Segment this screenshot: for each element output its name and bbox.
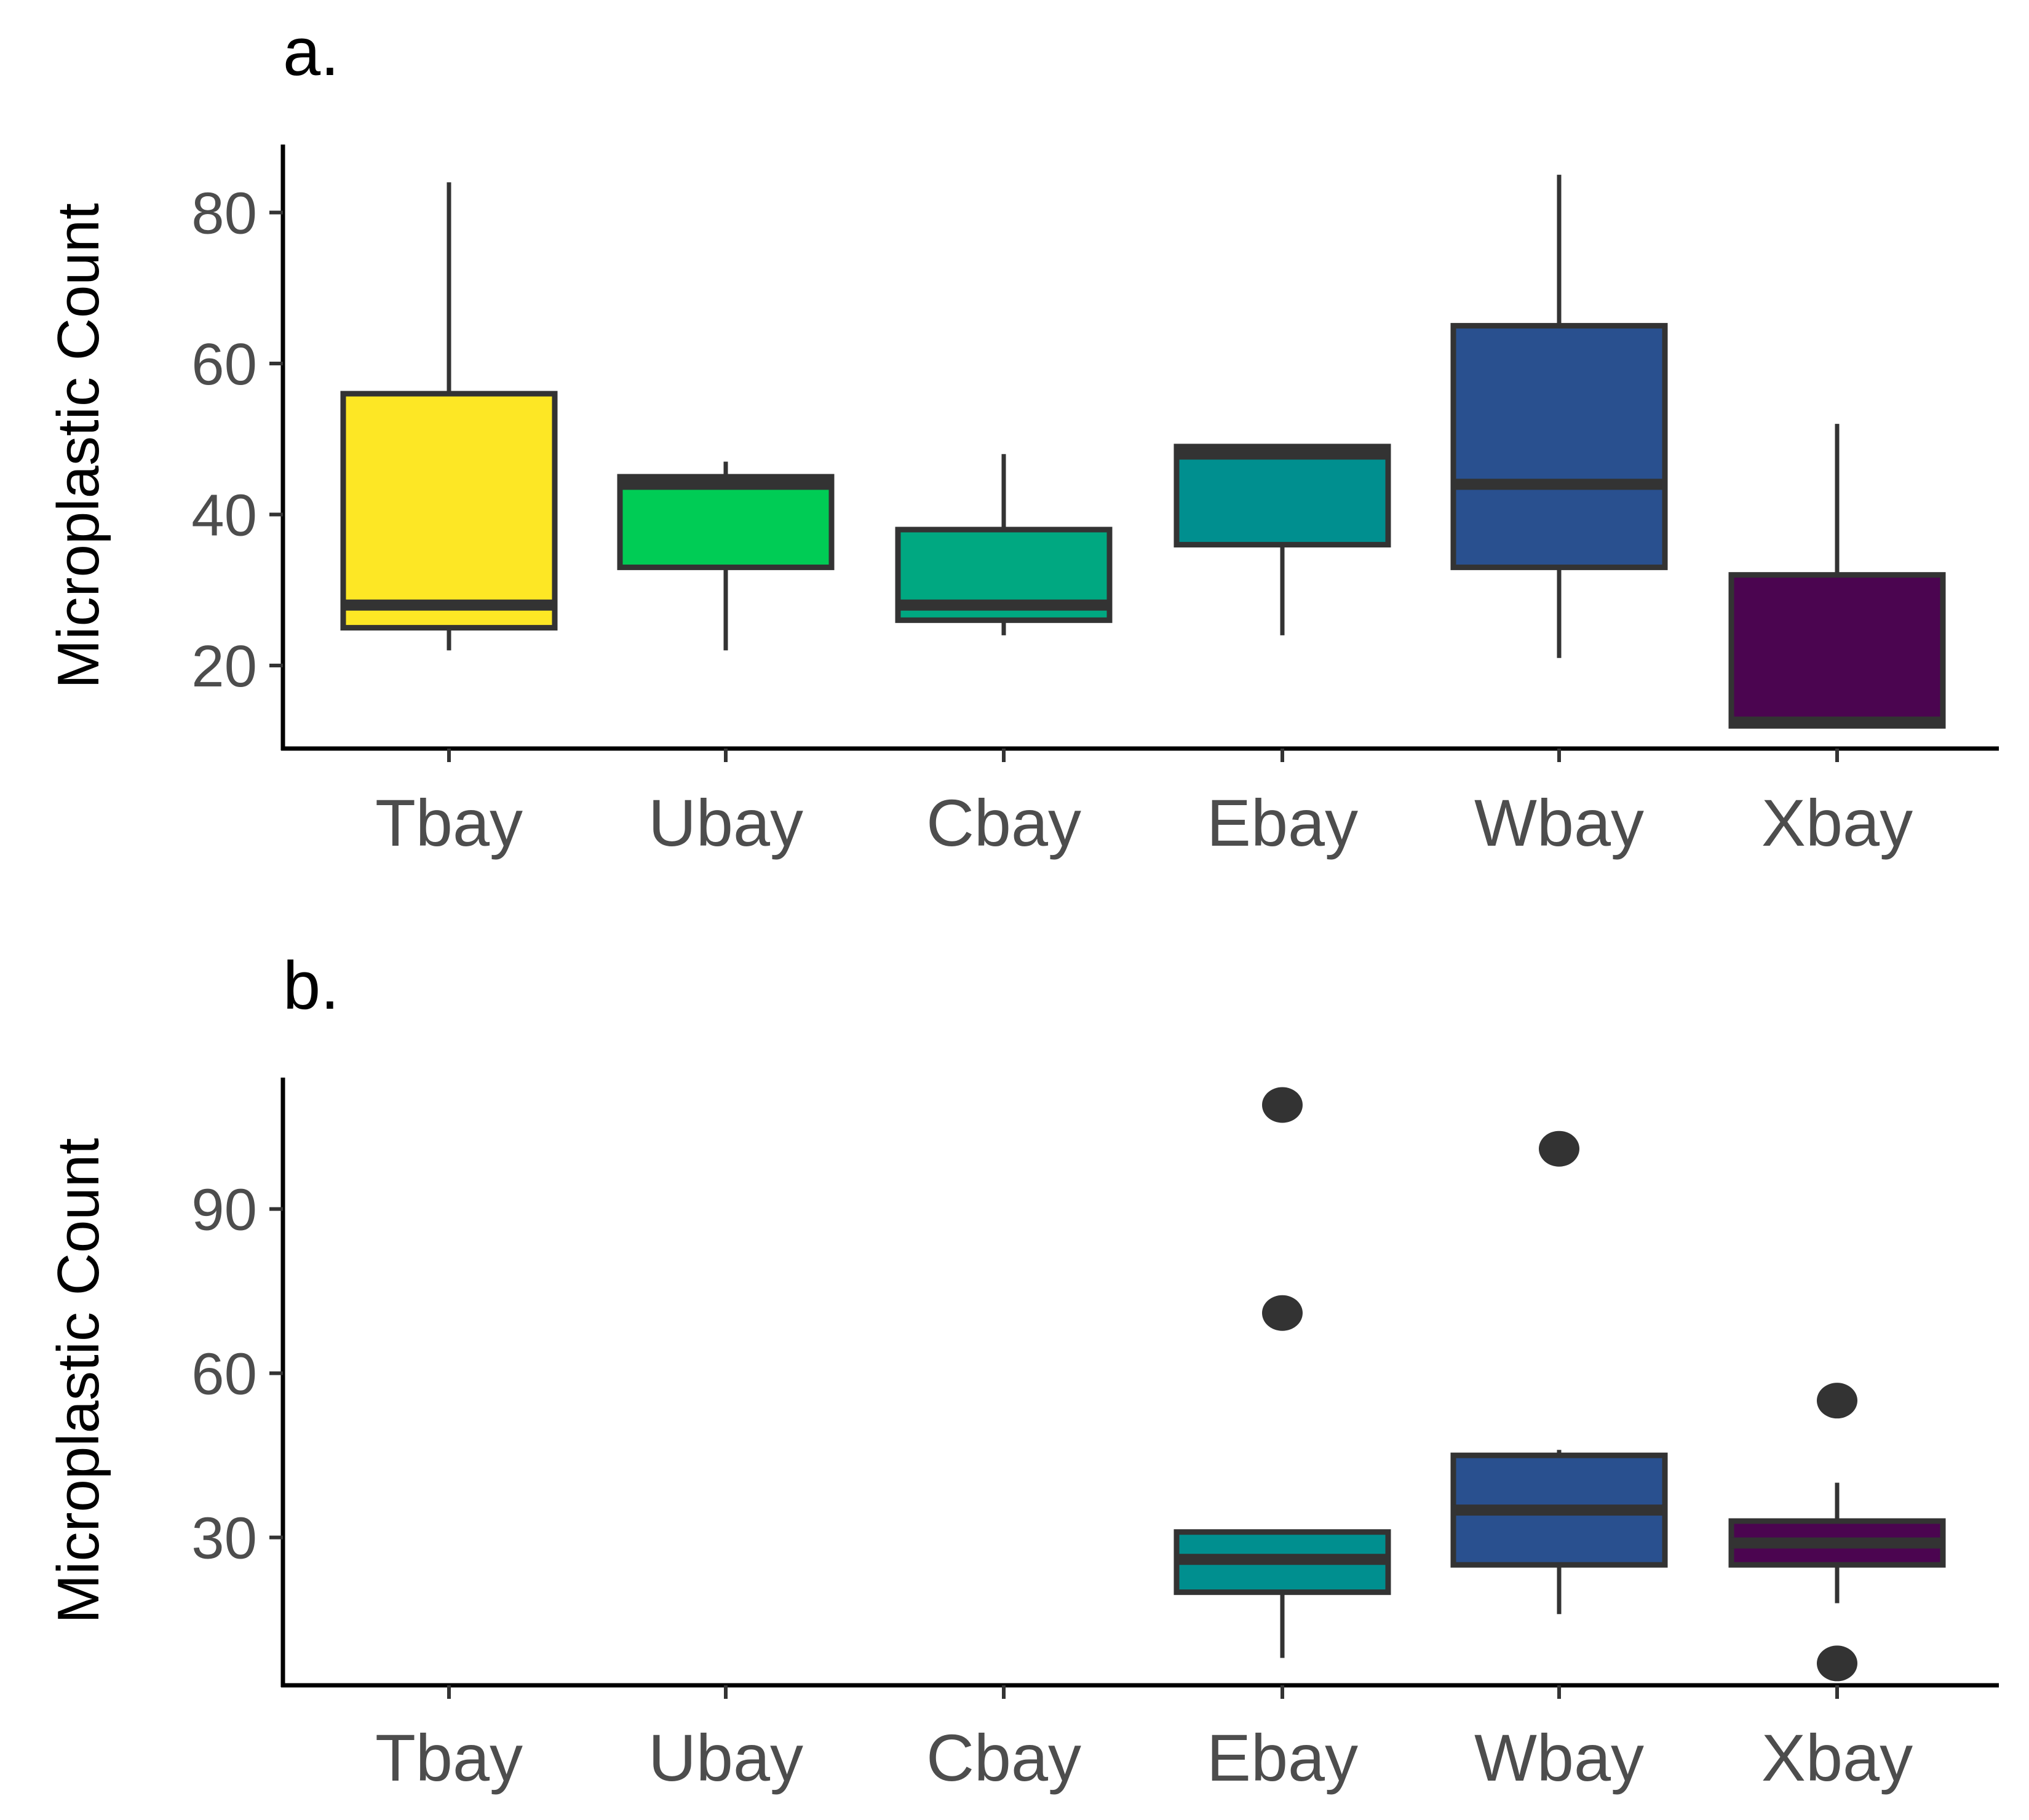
panel-b-box-ebay [1173,1087,1391,1658]
panel-a-box-tbay-iqr [340,391,558,631]
panel-a-box-wbay [1450,175,1668,658]
panel-b-plot-area: 30 60 90 Tbay Ubay Cbay Ebay Wbay Xbay [191,1078,1999,1795]
panel-a-box-ubay [617,461,835,651]
panel-a-label: a. [283,14,339,90]
panel-b-box-ebay-outlier-71 [1262,1295,1303,1331]
panel-a-x-tick-label-Ebay: Ebay [1207,785,1358,860]
panel-a-box-xbay [1728,424,1946,729]
panel-a-box-ebay [1173,443,1391,635]
panel-a-y-axis-title: Microplastic Count [46,203,111,689]
panel-a-box-ebay-iqr [1173,443,1391,548]
panel-b-y-axis-title: Microplastic Count [46,1138,111,1624]
panel-b-x-tick-label-Ebay: Ebay [1207,1720,1358,1795]
panel-b-box-xbay-outlier-7 [1817,1645,1857,1682]
panel-b-y-tick-label-90: 90 [191,1177,257,1243]
panel-a-x-tick-label-Wbay: Wbay [1474,785,1644,860]
panel-b: b. Microplastic Count 30 60 90 Tbay Ubay Cbay… [46,948,1999,1795]
panel-a-y-tick-label-80: 80 [191,180,257,246]
panel-b-x-tick-label-Wbay: Wbay [1474,1720,1644,1795]
panel-a-y-tick-label-60: 60 [191,332,257,397]
panel-b-box-wbay-outlier-101 [1539,1131,1579,1167]
panel-b-box-ebay-outlier-109 [1262,1087,1303,1123]
panel-a: a. Microplastic Count 20 40 60 80 Tbay Ubay Cb… [46,14,1999,860]
panel-a-box-cbay [895,454,1113,635]
panel-b-x-tick-label-Xbay: Xbay [1761,1720,1913,1795]
panel-b-box-xbay [1728,1383,1946,1682]
panel-a-y-tick-label-20: 20 [191,634,257,699]
panel-b-box-xbay-outlier-55 [1817,1383,1857,1419]
panel-b-label: b. [283,948,339,1023]
panel-b-x-tick-label-Tbay: Tbay [375,1720,523,1795]
panel-b-x-tick-label-Ubay: Ubay [648,1720,803,1795]
panel-a-box-xbay-iqr [1728,572,1946,729]
panel-b-x-tick-label-Cbay: Cbay [926,1720,1081,1795]
panel-a-x-tick-label-Tbay: Tbay [375,785,523,860]
panel-a-plot-area: 20 40 60 80 Tbay Ubay Cbay Ebay Wbay Xbay [191,145,1999,860]
panel-b-y-tick-label-30: 30 [191,1506,257,1572]
panel-a-x-tick-label-Xbay: Xbay [1761,785,1913,860]
panel-a-box-ubay-iqr [617,474,835,570]
panel-a-box-wbay-iqr [1450,323,1668,570]
panel-a-x-tick-label-Ubay: Ubay [648,785,803,860]
panel-a-y-tick-label-40: 40 [191,482,257,548]
panel-b-box-wbay [1450,1131,1668,1615]
panel-a-box-tbay [340,182,558,651]
panel-a-x-tick-label-Cbay: Cbay [926,785,1081,860]
panel-b-y-tick-label-60: 60 [191,1341,257,1407]
